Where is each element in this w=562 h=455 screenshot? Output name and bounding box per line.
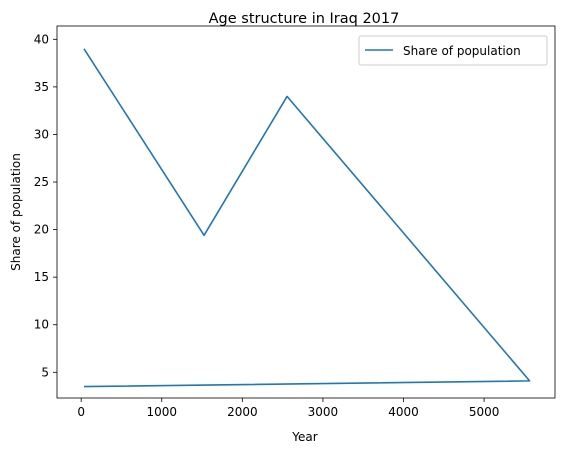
y-tick-label: 20 [34, 223, 49, 237]
y-axis-label: Share of population [9, 153, 23, 271]
x-tick-label: 1000 [146, 405, 177, 419]
y-tick-label: 5 [41, 365, 49, 379]
x-tick-label: 2000 [227, 405, 258, 419]
series-group [83, 48, 531, 388]
legend: Share of population [358, 35, 548, 66]
x-tick-label: 0 [77, 405, 85, 419]
x-tick-label: 3000 [308, 405, 339, 419]
y-tick-label: 40 [34, 32, 49, 46]
y-tick-label: 35 [34, 80, 49, 94]
plot-area-frame [56, 25, 556, 399]
legend-label: Share of population [403, 44, 521, 58]
x-axis: 0 1000 2000 3000 4000 5000 [77, 398, 499, 419]
x-axis-label: Year [291, 430, 317, 444]
x-tick-label: 5000 [469, 405, 500, 419]
y-axis: 5 10 15 20 25 30 35 40 [34, 32, 57, 379]
legend-box [358, 35, 548, 66]
x-tick-label: 4000 [388, 405, 419, 419]
y-tick-label: 10 [34, 318, 49, 332]
y-tick-label: 30 [34, 127, 49, 141]
y-tick-label: 25 [34, 175, 49, 189]
y-tick-label: 15 [34, 270, 49, 284]
chart-title: Age structure in Iraq 2017 [209, 11, 400, 27]
series-line [83, 48, 531, 388]
